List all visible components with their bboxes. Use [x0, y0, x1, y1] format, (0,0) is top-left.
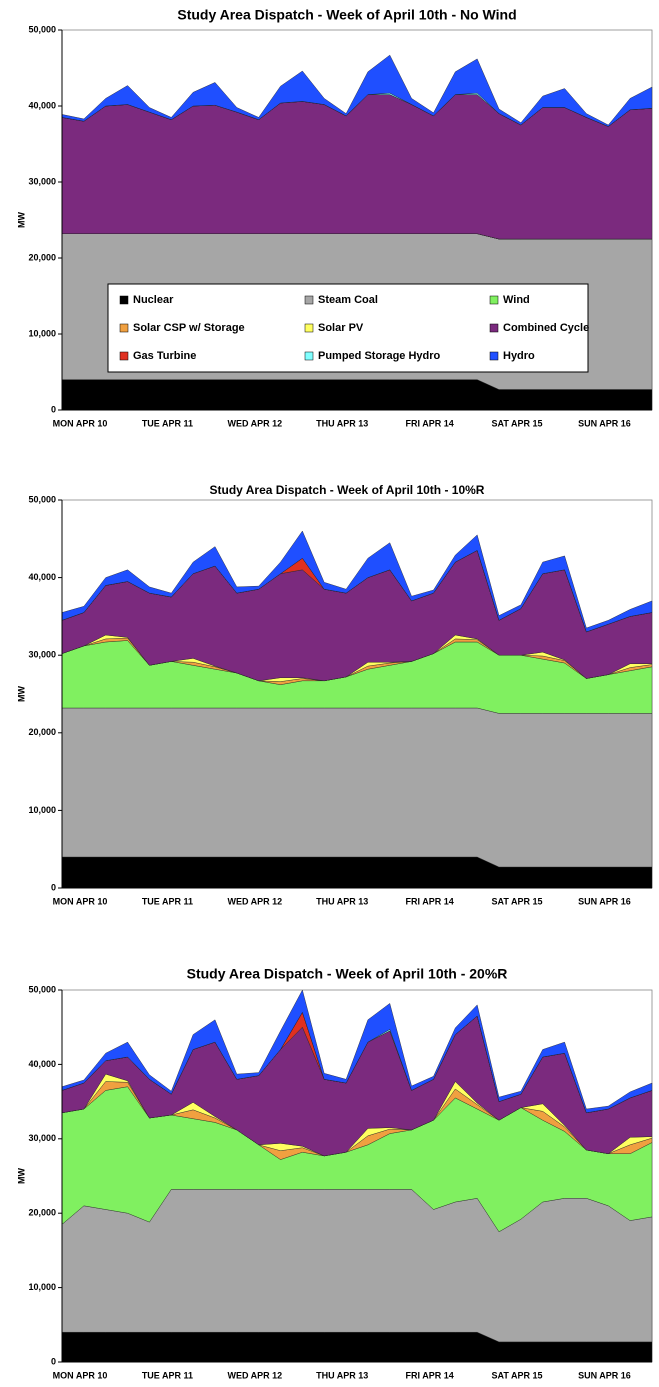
x-tick-label: SAT APR 15: [492, 418, 543, 428]
y-tick-label: 0: [51, 404, 56, 414]
y-tick-label: 20,000: [28, 252, 56, 262]
legend-swatch: [119, 295, 129, 305]
x-tick-label: FRI APR 14: [406, 418, 454, 428]
x-tick-label: THU APR 13: [316, 418, 368, 428]
y-tick-label: 30,000: [28, 650, 56, 660]
x-tick-label: SUN APR 16: [578, 418, 631, 428]
y-tick-label: 30,000: [28, 1133, 56, 1143]
x-tick-label: MON APR 10: [53, 1370, 108, 1380]
y-tick-label: 50,000: [28, 494, 56, 504]
x-tick-label: TUE APR 11: [142, 896, 193, 906]
x-tick-label: SAT APR 15: [492, 896, 543, 906]
area: [61, 989, 653, 1114]
legend-label: Combined Cycle: [503, 322, 589, 334]
x-tick-label: THU APR 13: [316, 896, 368, 906]
x-tick-label: MON APR 10: [53, 896, 108, 906]
area: [61, 94, 653, 240]
legend-swatch: [119, 323, 129, 333]
x-tick-label: FRI APR 14: [406, 896, 454, 906]
legend-swatch: [489, 323, 499, 333]
legend-swatch: [304, 323, 314, 333]
legend-swatch: [489, 295, 499, 305]
chart-title: Study Area Dispatch - Week of April 10th…: [187, 966, 508, 982]
y-tick-label: 40,000: [28, 100, 56, 110]
legend-label: Solar PV: [318, 322, 364, 334]
y-tick-label: 20,000: [28, 1208, 56, 1218]
x-tick-label: WED APR 12: [227, 1370, 282, 1380]
chart: Study Area Dispatch - Week of April 10th…: [16, 966, 653, 1380]
y-tick-label: 50,000: [28, 984, 56, 994]
y-tick-label: 10,000: [28, 328, 56, 338]
y-tick-label: 30,000: [28, 176, 56, 186]
x-tick-label: FRI APR 14: [406, 1370, 454, 1380]
y-axis-title: MW: [16, 686, 26, 702]
x-tick-label: WED APR 12: [227, 896, 282, 906]
y-tick-label: 40,000: [28, 1059, 56, 1069]
chart-title: Study Area Dispatch - Week of April 10th…: [210, 483, 485, 497]
legend-label: Hydro: [503, 350, 535, 362]
legend-label: Gas Turbine: [133, 350, 196, 362]
legend-label: Steam Coal: [318, 294, 378, 306]
y-tick-label: 20,000: [28, 727, 56, 737]
legend-label: Solar CSP w/ Storage: [133, 322, 245, 334]
y-tick-label: 0: [51, 1356, 56, 1366]
y-tick-label: 10,000: [28, 1282, 56, 1292]
area: [61, 530, 653, 633]
x-tick-label: SAT APR 15: [492, 1370, 543, 1380]
x-tick-label: SUN APR 16: [578, 896, 631, 906]
x-tick-label: SUN APR 16: [578, 1370, 631, 1380]
chart: Study Area Dispatch - Week of April 10th…: [16, 7, 653, 428]
y-tick-label: 0: [51, 882, 56, 892]
chart: Study Area Dispatch - Week of April 10th…: [16, 483, 653, 906]
area: [61, 54, 653, 127]
legend-label: Nuclear: [133, 294, 174, 306]
y-tick-label: 50,000: [28, 24, 56, 34]
y-axis-title: MW: [16, 212, 26, 228]
legend-label: Pumped Storage Hydro: [318, 350, 441, 362]
x-tick-label: TUE APR 11: [142, 418, 193, 428]
x-tick-label: WED APR 12: [227, 418, 282, 428]
legend-swatch: [304, 295, 314, 305]
y-tick-label: 40,000: [28, 572, 56, 582]
legend-swatch: [489, 351, 499, 361]
x-tick-label: MON APR 10: [53, 418, 108, 428]
x-tick-label: THU APR 13: [316, 1370, 368, 1380]
legend-swatch: [304, 351, 314, 361]
legend-box: [107, 283, 589, 373]
y-tick-label: 10,000: [28, 805, 56, 815]
y-axis-title: MW: [16, 1168, 26, 1184]
area: [61, 707, 653, 868]
x-tick-label: TUE APR 11: [142, 1370, 193, 1380]
chart-title: Study Area Dispatch - Week of April 10th…: [177, 7, 516, 23]
legend-swatch: [119, 351, 129, 361]
legend-label: Wind: [503, 294, 530, 306]
